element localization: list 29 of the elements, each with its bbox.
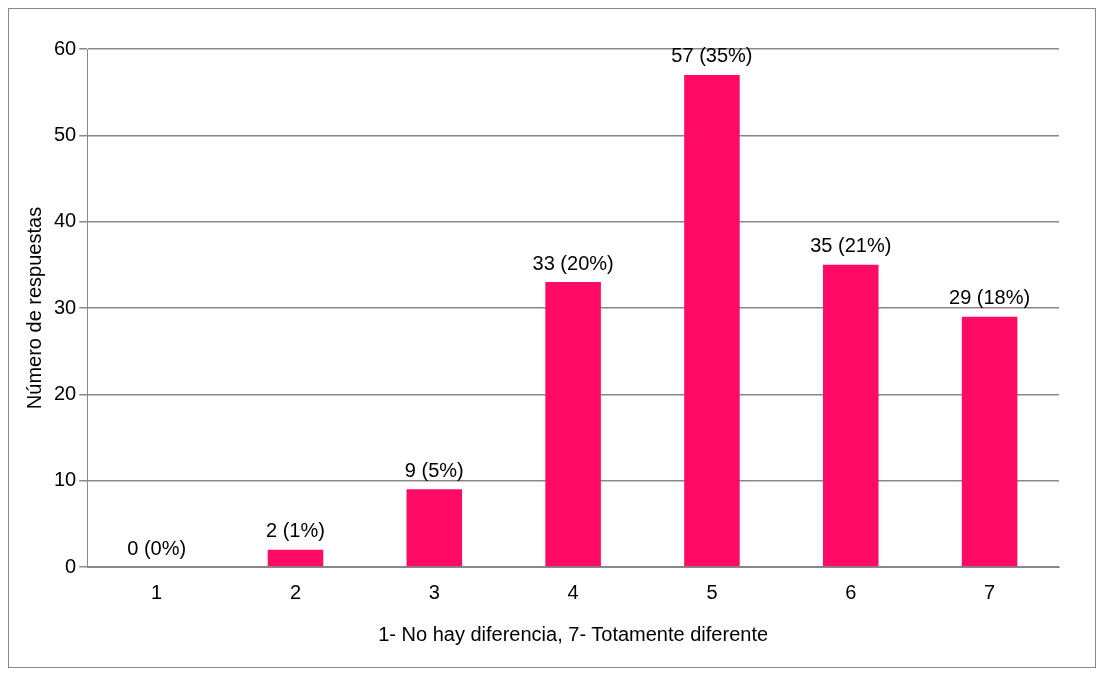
y-tick-label: 30 [54,295,77,318]
x-tick-label: 3 [428,580,440,603]
y-tick-label: 60 [54,36,77,59]
x-tick-label: 1 [151,580,163,603]
x-tick-label: 4 [567,580,579,603]
y-tick-label: 10 [54,468,77,491]
x-axis-title: 1- No hay diferencia, 7- Totamente diferente [378,622,769,645]
data-label: 0 (0%) [127,536,187,559]
x-tick-label: 2 [289,580,302,603]
bar [823,264,879,567]
x-tick-label: 7 [984,580,996,603]
bar [406,489,463,567]
y-axis-title: Número de respuestas [22,206,45,410]
y-tick-label: 50 [54,122,77,145]
data-label: 29 (18%) [949,286,1031,309]
y-tick-label: 20 [54,381,77,404]
bar [961,316,1018,567]
data-label: 57 (35%) [671,44,753,67]
data-label: 33 (20%) [532,251,614,274]
bar [684,74,740,567]
x-tick-label: 6 [845,580,857,603]
data-label: 35 (21%) [810,234,892,257]
bar [267,549,324,567]
x-tick-label: 5 [706,580,718,603]
y-tick-label: 40 [54,209,77,232]
data-label: 2 (1%) [266,519,325,542]
bar [545,282,601,567]
y-tick-label: 0 [65,554,77,577]
data-label: 9 (5%) [404,458,464,481]
